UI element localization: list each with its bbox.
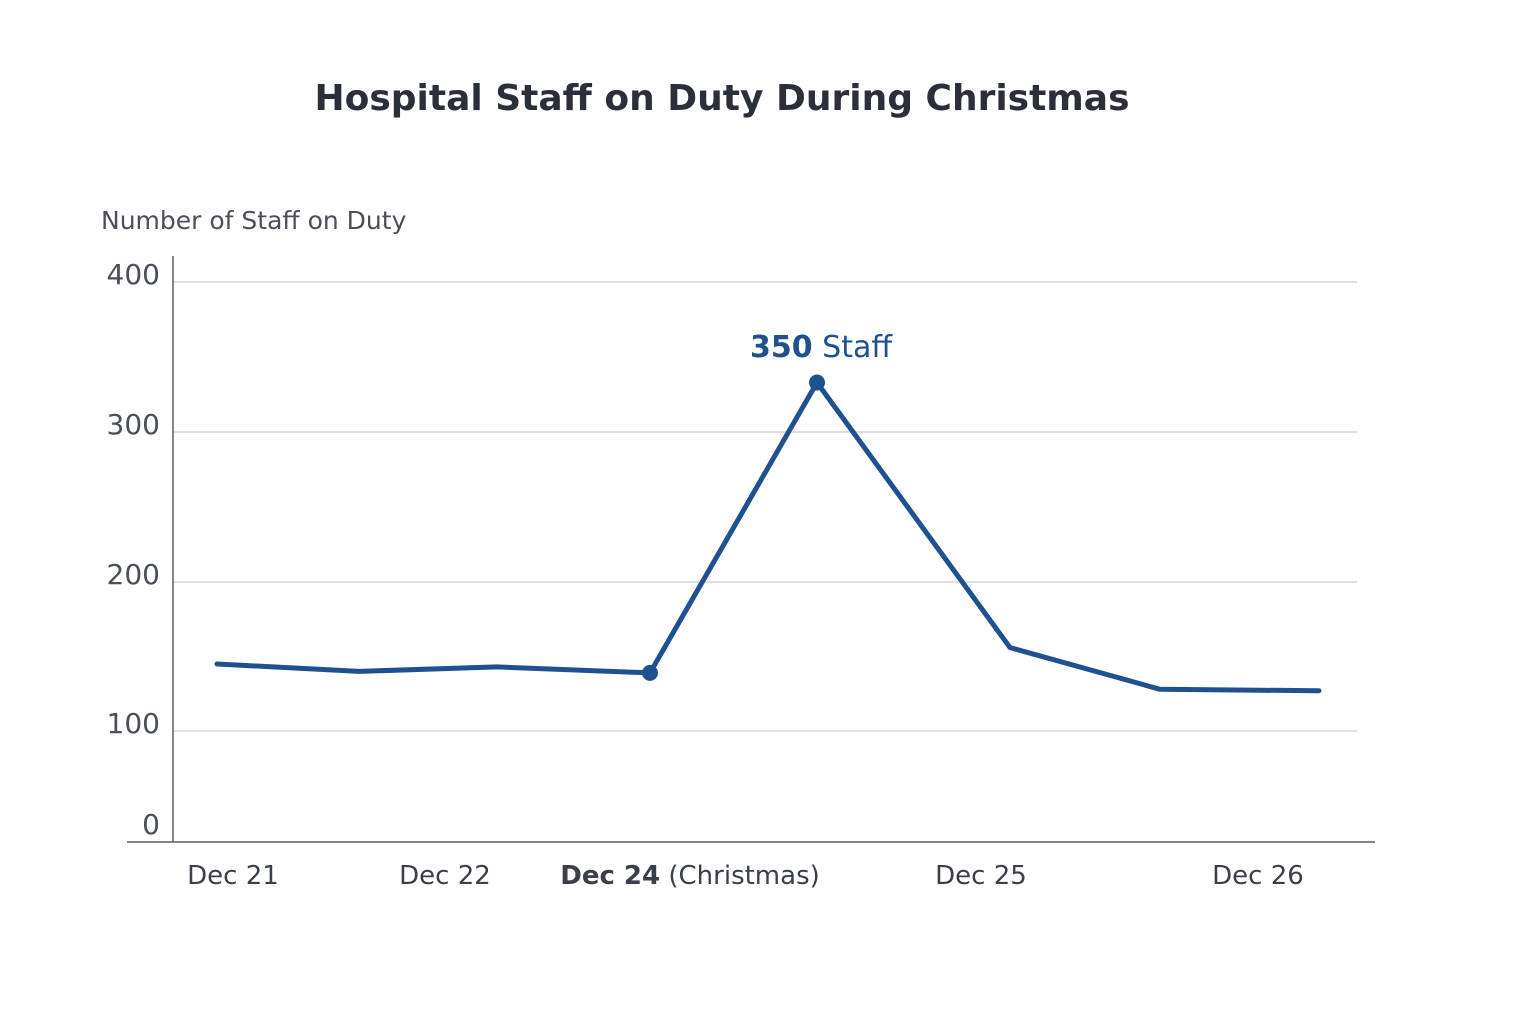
y-axis-label: Number of Staff on Duty [101,206,407,235]
chart-title: Hospital Staff on Duty During Christmas [314,78,1130,119]
x-tick-label: Dec 24 (Christmas) [560,861,820,891]
x-tick-text: (Christmas) [660,861,820,891]
x-tick-label: Dec 25 [935,861,1027,891]
y-tick-label: 100 [107,707,160,740]
x-tick-label: Dec 26 [1212,861,1304,891]
y-tick-label: 400 [107,258,160,291]
annotation-value: 350 [750,330,813,365]
data-point-marker [642,664,658,681]
x-tick-label: Dec 21 [187,861,279,891]
y-tick-label: 200 [107,558,160,591]
y-tick-label: 300 [107,408,160,441]
annotation-text: Staff [813,330,894,365]
x-tick-text: Dec 25 [935,861,1027,891]
x-tick-text: Dec 21 [187,861,279,891]
data-point-marker [809,374,825,391]
peak-annotation: 350 Staff [750,330,893,365]
x-tick-label: Dec 22 [399,861,491,891]
x-tick-text: Dec 22 [399,861,491,891]
x-tick-bold: Dec 24 [560,861,660,891]
y-tick-label: 0 [142,808,160,841]
series-line [214,380,1322,694]
x-tick-text: Dec 26 [1212,861,1304,891]
